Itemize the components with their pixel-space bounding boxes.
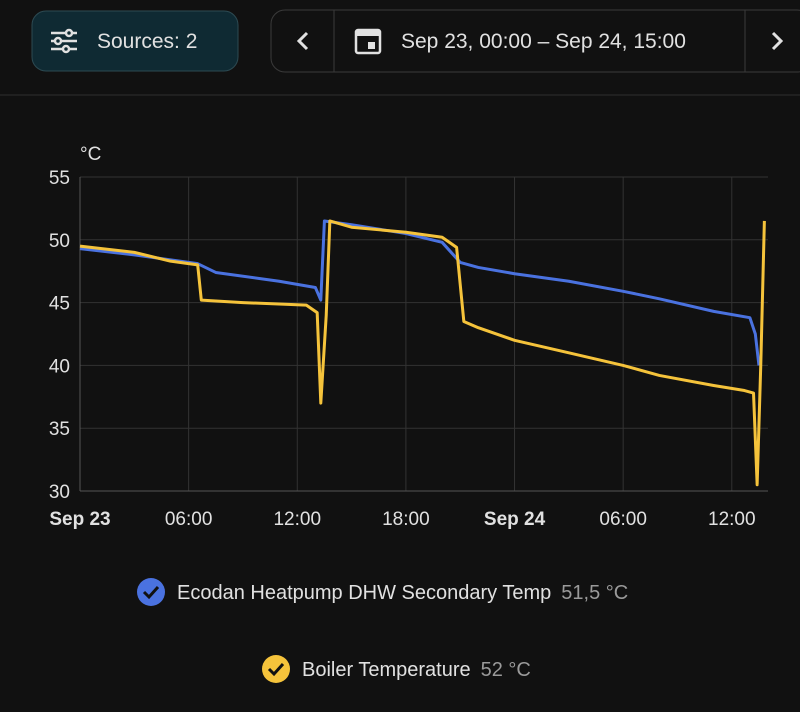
x-tick-label: 12:00 xyxy=(708,509,756,530)
x-tick-label: 06:00 xyxy=(165,509,213,530)
legend-state: 51,5 °C xyxy=(561,582,628,604)
sources-label: Sources: 2 xyxy=(97,30,197,53)
x-tick-label: Sep 24 xyxy=(484,509,546,530)
sources-button[interactable] xyxy=(31,10,239,72)
y-tick-label: 40 xyxy=(49,356,70,377)
check-mark xyxy=(142,585,160,600)
date-range: Sep 23, 00:00 – Sep 24, 15:00 xyxy=(401,30,686,53)
x-tick-label: Sep 23 xyxy=(49,509,110,530)
y-tick-label: 45 xyxy=(49,294,70,315)
date-picker[interactable] xyxy=(270,9,800,73)
x-tick-label: 18:00 xyxy=(382,509,430,530)
legend: Ecodan Heatpump DHW Secondary Temp 51,5 °… xyxy=(137,578,628,683)
series-line xyxy=(79,219,766,487)
next-button[interactable] xyxy=(771,31,784,51)
calendar-icon xyxy=(354,28,382,55)
x-tick-label: 06:00 xyxy=(599,509,647,530)
legend-check[interactable] xyxy=(262,655,290,683)
sliders-icon xyxy=(51,28,77,54)
legend-label: Ecodan Heatpump DHW Secondary Temp xyxy=(177,582,551,604)
x-tick-label: 12:00 xyxy=(273,509,321,530)
y-tick-label: 35 xyxy=(49,419,70,440)
plot: 30 35 40 45 50 55 Sep 23 06:00 12:00 18:00 Sep 24 0… xyxy=(49,168,768,530)
y-tick-label: 55 xyxy=(49,168,70,189)
prev-button[interactable] xyxy=(296,31,309,51)
legend-label: Boiler Temperature xyxy=(302,659,471,681)
y-tick-label: 30 xyxy=(49,482,70,503)
y-unit: °C xyxy=(80,144,101,165)
legend-check[interactable] xyxy=(137,578,165,606)
legend-state: 52 °C xyxy=(481,659,531,681)
series-line xyxy=(79,219,761,366)
y-tick-label: 50 xyxy=(49,231,70,252)
check-mark xyxy=(267,662,285,677)
